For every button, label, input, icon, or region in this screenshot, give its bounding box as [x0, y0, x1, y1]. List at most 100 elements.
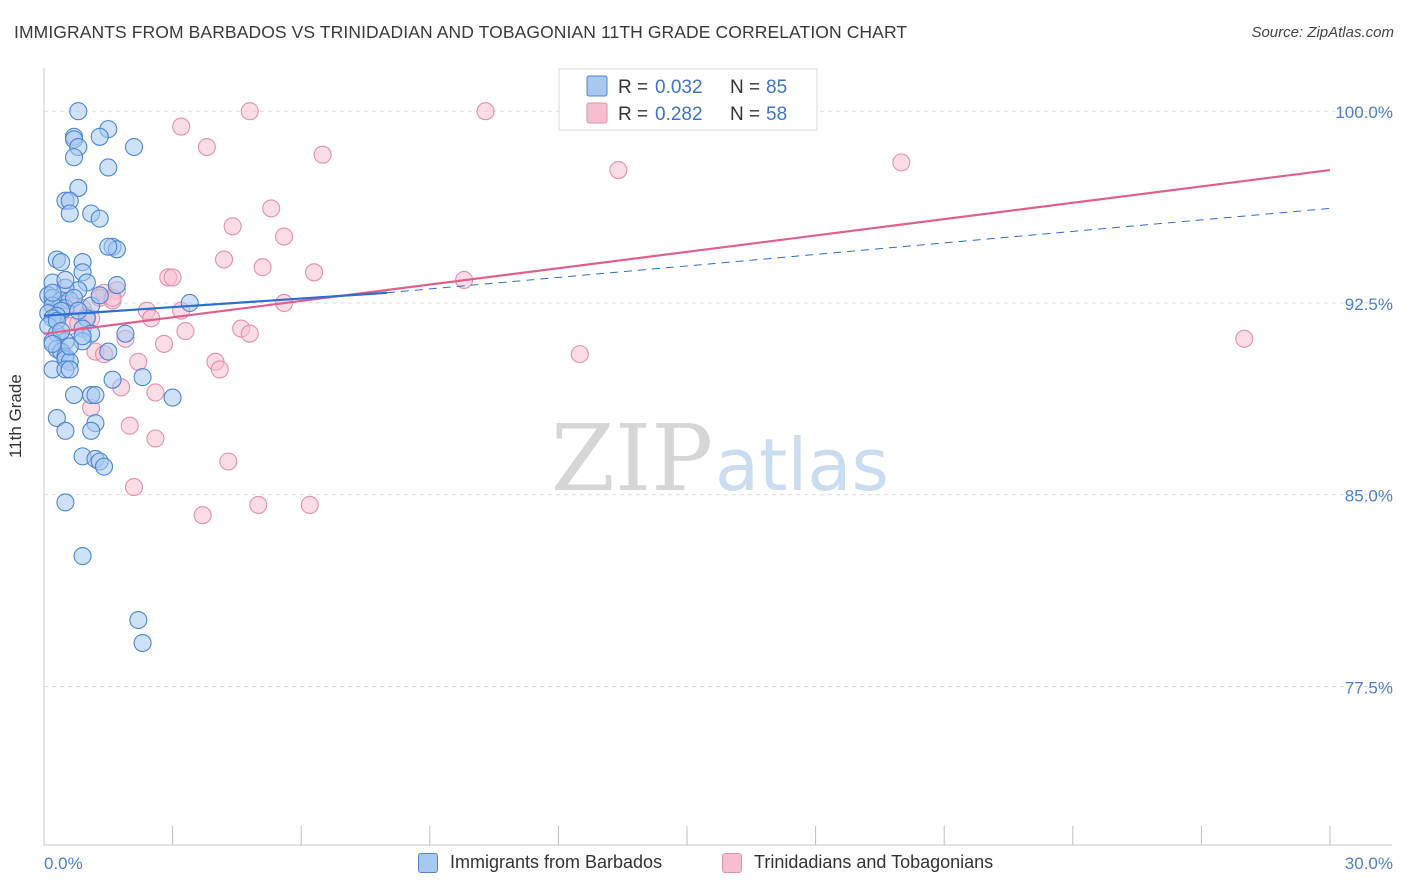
point-pink-32: [176, 322, 195, 341]
grid-lines: [44, 110, 1392, 687]
y-tick-label-2: 85.0%: [1345, 487, 1393, 506]
trend-line-trinidadians: [43, 168, 1331, 335]
point-blue-70: [94, 457, 114, 476]
point-pink-6: [892, 153, 911, 172]
point-pink-12: [305, 263, 324, 282]
point-blue-79: [69, 301, 88, 320]
series-trinidadians-points: [43, 102, 1254, 525]
point-blue-8: [99, 158, 118, 177]
trend-line-barbados: [43, 291, 388, 317]
legend-r-value-blue: 0.032: [655, 77, 703, 98]
point-blue-75: [43, 283, 62, 302]
point-pink-47: [219, 452, 238, 471]
y-axis-labels: 100.0% 92.5% 85.0% 77.5%: [1335, 103, 1393, 697]
point-blue-17: [99, 237, 118, 256]
legend-n-label-blue: N =: [730, 77, 760, 98]
point-blue-62: [163, 388, 182, 407]
point-blue-84: [56, 270, 75, 290]
point-blue-4: [90, 127, 109, 146]
point-blue-57: [103, 370, 122, 389]
point-blue-59: [64, 385, 84, 405]
point-blue-74: [133, 633, 152, 653]
x-axis-labels: 0.0% 30.0%: [44, 854, 1393, 873]
point-blue-39: [180, 293, 199, 313]
point-pink-3: [197, 137, 216, 157]
point-blue-73: [129, 610, 148, 630]
point-pink-45: [120, 416, 139, 435]
point-pink-39: [210, 360, 229, 379]
point-blue-6: [64, 148, 84, 167]
point-pink-41: [1235, 329, 1254, 348]
bottom-legend: Immigrants from Barbados Trinidadians an…: [0, 852, 1406, 878]
legend-n-value-pink: 58: [766, 104, 787, 125]
point-pink-9: [275, 227, 294, 246]
point-blue-65: [82, 421, 101, 440]
point-pink-49: [193, 506, 212, 525]
point-blue-20: [52, 253, 71, 272]
y-tick-label-0: 100.0%: [1335, 103, 1393, 122]
point-pink-31: [240, 324, 259, 343]
x-tick-label-1: 30.0%: [1345, 854, 1393, 873]
point-blue-23: [107, 276, 126, 295]
legend-r-label-blue: R =: [618, 77, 648, 98]
point-blue-66: [56, 421, 75, 440]
point-blue-61: [86, 385, 105, 405]
legend-r-value-pink: 0.282: [655, 104, 703, 125]
point-blue-7: [124, 137, 144, 157]
bottom-legend-label-trinidadians: Trinidadians and Tobagonians: [754, 852, 994, 872]
point-pink-34: [154, 334, 174, 353]
bottom-legend-swatch-blue: [418, 852, 438, 873]
point-pink-46: [146, 429, 165, 448]
point-blue-56: [60, 360, 79, 379]
point-blue-63: [47, 408, 66, 428]
point-pink-37: [129, 352, 148, 371]
point-blue-58: [133, 368, 152, 387]
point-pink-14: [163, 268, 182, 287]
point-blue-9: [69, 178, 88, 197]
point-blue-14: [90, 209, 109, 228]
point-pink-5: [609, 160, 628, 180]
point-pink-11: [253, 258, 272, 277]
source-label: Source: ZipAtlas.com: [1251, 24, 1394, 41]
point-blue-71: [56, 493, 75, 512]
bottom-legend-label-barbados: Immigrants from Barbados: [450, 852, 663, 872]
y-tick-label-1: 92.5%: [1345, 295, 1393, 314]
legend-swatch-blue: [586, 75, 608, 97]
point-pink-8: [223, 217, 242, 236]
point-pink-7: [262, 199, 281, 218]
legend-n-value-blue: 85: [766, 77, 787, 98]
y-axis-title: 11th Grade: [6, 374, 25, 458]
x-tick-label-0: 0.0%: [44, 854, 83, 873]
watermark-atlas: atlas: [715, 423, 889, 507]
bottom-legend-item-barbados: Immigrants from Barbados: [418, 852, 662, 873]
legend-n-label-pink: N =: [730, 104, 760, 125]
trend-line-barbados-extended: [386, 207, 1331, 294]
point-blue-77: [90, 286, 109, 305]
bottom-legend-swatch-pink: [722, 852, 742, 873]
legend-swatch-pink: [586, 102, 608, 124]
point-blue-0: [69, 102, 88, 121]
watermark-zip: ZIP: [551, 405, 713, 512]
bottom-legend-item-trinidadians: Trinidadians and Tobagonians: [722, 852, 993, 873]
y-tick-label-3: 77.5%: [1345, 678, 1393, 697]
point-blue-72: [73, 547, 92, 566]
point-pink-4: [313, 145, 332, 164]
trend-lines: [43, 168, 1331, 335]
point-blue-82: [43, 334, 62, 353]
point-pink-2: [172, 117, 191, 136]
legend-r-label-pink: R =: [618, 104, 648, 125]
axes: [43, 68, 1392, 846]
point-pink-51: [300, 495, 319, 515]
point-pink-48: [124, 478, 144, 497]
point-pink-50: [249, 495, 268, 515]
watermark: ZIP atlas: [551, 405, 889, 512]
series-barbados-points: [39, 102, 199, 653]
point-pink-10: [214, 250, 234, 269]
point-pink-40: [570, 345, 589, 364]
point-pink-43: [146, 383, 165, 402]
chart-title: IMMIGRANTS FROM BARBADOS VS TRINIDADIAN …: [14, 22, 908, 42]
point-pink-1: [476, 102, 495, 121]
correlation-legend: R = 0.032 N = 85 R = 0.282 N = 58: [558, 68, 818, 131]
point-blue-13: [60, 204, 79, 223]
